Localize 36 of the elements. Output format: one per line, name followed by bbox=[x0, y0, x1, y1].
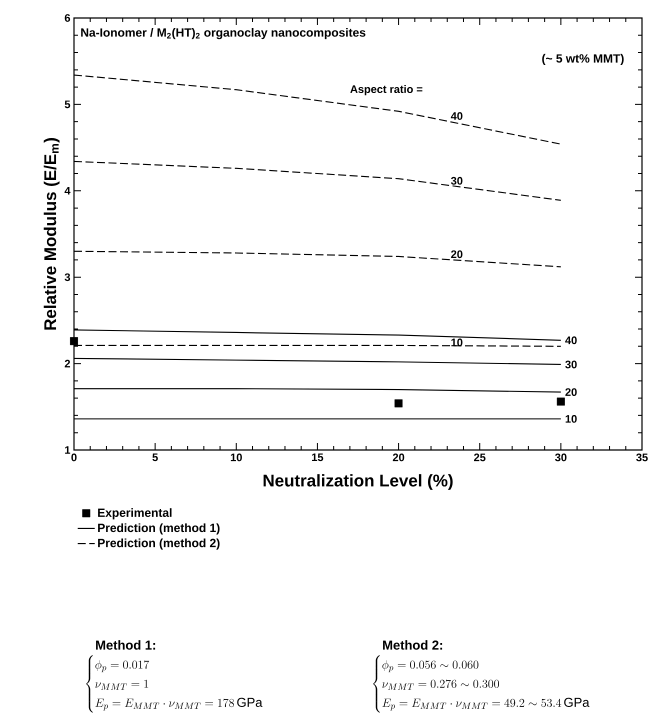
x-tick-label: 25 bbox=[474, 454, 486, 462]
text: $\begin{cases}\phi_p = 0.017\\ \nu_{MMT} = 1\\ E_p = E_{MMT}\cdot \nu_{MMT} = 178\,\mathrm{GPa}\end{cases}$ bbox=[86, 655, 262, 713]
legend-label: Experimental bbox=[98, 508, 172, 520]
x-tick-label: 0 bbox=[71, 454, 77, 462]
text: Method 2: bbox=[383, 640, 442, 650]
point bbox=[394, 399, 403, 408]
point bbox=[70, 337, 78, 346]
x-tick-label: 5 bbox=[152, 454, 158, 462]
x-axis-title: Neutralization Level (%) bbox=[264, 474, 453, 490]
text: Method 1: bbox=[96, 640, 156, 650]
annotation: Aspect ratio = bbox=[350, 84, 422, 96]
x-tick-label: 15 bbox=[312, 454, 324, 462]
y-tick-label: 1 bbox=[65, 446, 70, 454]
y-tick-label: 4 bbox=[64, 187, 70, 195]
x-tick-label: 30 bbox=[555, 454, 566, 462]
annotation: 30 bbox=[450, 176, 462, 185]
x-tick-label: 10 bbox=[230, 454, 242, 462]
y-tick-label: 3 bbox=[64, 273, 70, 282]
annotation: 10 bbox=[566, 415, 577, 423]
x-tick-label: 35 bbox=[636, 454, 648, 462]
annotation: 30 bbox=[565, 360, 577, 368]
legend-label: Prediction (method 2) bbox=[98, 538, 220, 550]
annotation: 40 bbox=[450, 112, 462, 120]
y-tick-label: 5 bbox=[64, 100, 70, 108]
text: $\begin{cases}\phi_p = 0.056 \sim 0.060\\ \nu_{MMT} = 0.276 \sim 0.300\\ E_p = E_{MMT}\cdot \nu_{MMT} = 49.2 \sim 53.4\,\mathrm{GPa}\end{cases}$ bbox=[373, 655, 590, 713]
legend-label: Prediction (method 1) bbox=[98, 523, 220, 534]
text: (~ 5 wt% MMT) bbox=[542, 54, 624, 66]
y-tick-label: 6 bbox=[64, 14, 70, 22]
annotation: 40 bbox=[565, 336, 577, 344]
text: Na-Ionomer / M$_{2}$(HT)$_{2}$ organoclay nanocomposites bbox=[81, 28, 366, 40]
annotation: 20 bbox=[451, 250, 462, 258]
y-tick-label: 2 bbox=[64, 360, 70, 368]
annotation: 20 bbox=[565, 388, 577, 396]
y-axis-title: Relative Modulus (E/E$_{m}$) bbox=[44, 138, 60, 330]
x-tick-label: 20 bbox=[392, 454, 404, 462]
point bbox=[556, 398, 565, 406]
